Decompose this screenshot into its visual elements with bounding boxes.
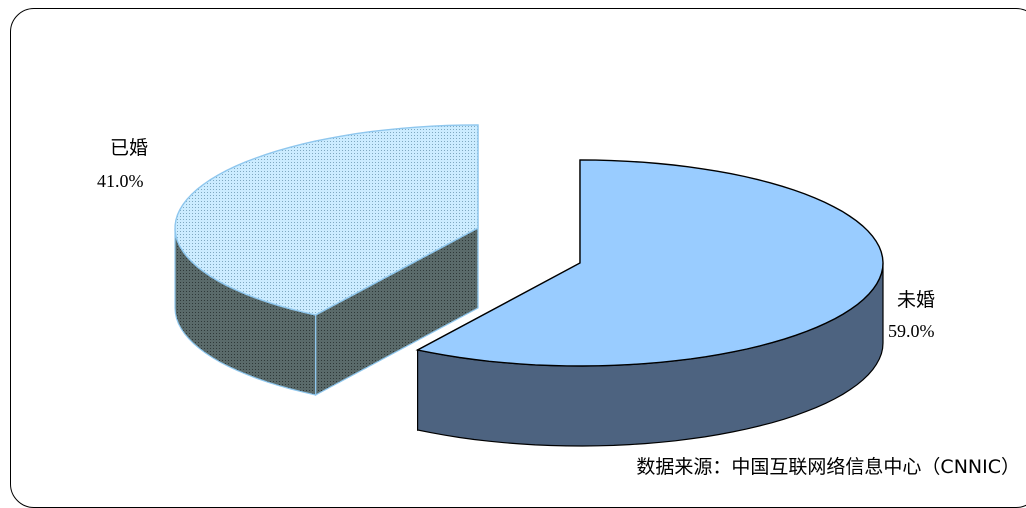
label-married: 已婚 bbox=[110, 137, 148, 159]
label-unmarried: 未婚 bbox=[897, 289, 935, 311]
pie-slice-0-top bbox=[415, 159, 884, 367]
data-source-note: 数据来源：中国互联网络信息中心（CNNIC） bbox=[636, 456, 1020, 478]
pie-slice-1-top bbox=[174, 124, 479, 316]
value-married: 41.0% bbox=[97, 171, 144, 191]
pie-chart: 已婚 41.0% 未婚 59.0% bbox=[97, 124, 935, 447]
pie-slice-0 bbox=[415, 159, 884, 447]
value-unmarried: 59.0% bbox=[888, 321, 935, 341]
pie-slice-1 bbox=[174, 124, 479, 397]
